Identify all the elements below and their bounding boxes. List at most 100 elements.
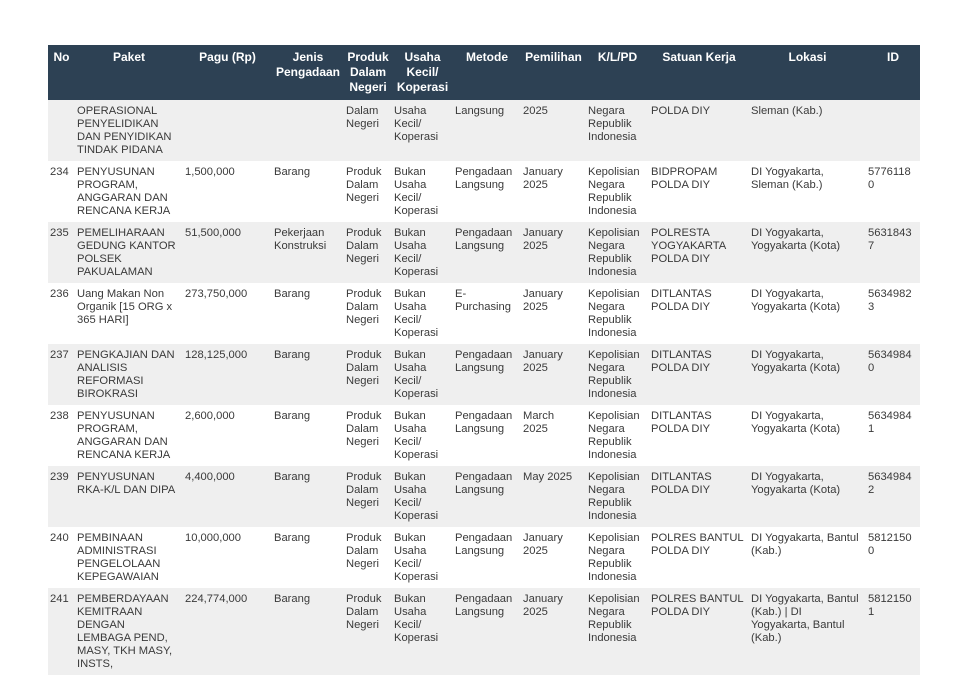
table-cell-usaha-kecil-koperasi: Bukan Usaha Kecil/ Koperasi: [394, 532, 439, 583]
table-row: 235 PEMELIHARAAN GEDUNG KANTOR POLSEK PAK…: [48, 222, 920, 283]
column-header-klpd: K/L/PD: [586, 45, 649, 100]
table-cell-pagu: 128,125,000: [185, 349, 248, 361]
table-cell-metode: Pengadaan Langsung: [455, 227, 513, 252]
table-cell-no: 234: [50, 166, 69, 178]
column-header-pemilihan: Pemilihan: [521, 45, 586, 100]
table-row: 234 PENYUSUNAN PROGRAM, ANGGARAN DAN RENC…: [48, 161, 920, 222]
table-cell-pagu: 224,774,000: [185, 593, 248, 605]
table-cell-pemilihan: January 2025: [523, 288, 563, 313]
table-row: OPERASIONAL PENYELIDIKAN DAN PENYIDIKAN …: [48, 100, 920, 161]
table-cell-satuan-kerja: BIDPROPAM POLDA DIY: [651, 166, 718, 191]
table-cell-pemilihan: January 2025: [523, 593, 563, 618]
table-cell-jenis-pengadaan: Pekerjaan Konstruksi: [274, 227, 327, 252]
table-cell-usaha-kecil-koperasi: Bukan Usaha Kecil/ Koperasi: [394, 593, 439, 644]
table-cell-jenis-pengadaan: [272, 100, 344, 161]
column-header-id: ID: [866, 45, 920, 100]
table-row: 238 PENYUSUNAN PROGRAM, ANGGARAN DAN RENC…: [48, 405, 920, 466]
table-cell-klpd: Kepolisian Negara Republik Indonesia: [588, 532, 640, 583]
table-cell-klpd: Kepolisian Negara Republik Indonesia: [588, 288, 640, 339]
table-cell-id: 56349842: [868, 471, 912, 496]
table-cell-paket: PENYUSUNAN PROGRAM, ANGGARAN DAN RENCANA…: [77, 410, 171, 461]
table-cell-pagu: 10,000,000: [185, 532, 241, 544]
table-cell-id: [866, 100, 920, 161]
table-row: 237 PENGKAJIAN DAN ANALISIS REFORMASI BIR…: [48, 344, 920, 405]
table-cell-id: 56349840: [868, 349, 912, 374]
table-cell-produk-dalam-negeri: Produk Dalam Negeri: [346, 593, 382, 631]
table-cell-no: 238: [50, 410, 69, 422]
table-cell-produk-dalam-negeri: Dalam Negeri: [346, 105, 379, 130]
procurement-table: No Paket Pagu (Rp) Jenis Pengadaan Produk Da…: [48, 45, 920, 675]
table-cell-satuan-kerja: DITLANTAS POLDA DIY: [651, 471, 712, 496]
table-cell-no: 239: [50, 471, 69, 483]
table-cell-no: 241: [50, 593, 69, 605]
table-cell-metode: Pengadaan Langsung: [455, 349, 513, 374]
table-cell-pemilihan: January 2025: [523, 227, 563, 252]
table-cell-produk-dalam-negeri: Produk Dalam Negeri: [346, 227, 382, 265]
table-cell-pemilihan: 2025: [523, 105, 548, 117]
table-cell-metode: Pengadaan Langsung: [455, 166, 513, 191]
table-cell-usaha-kecil-koperasi: Bukan Usaha Kecil/ Koperasi: [394, 471, 439, 522]
table-cell-pemilihan: March 2025: [523, 410, 555, 435]
table-cell-pagu: 1,500,000: [185, 166, 235, 178]
table-cell-usaha-kecil-koperasi: Bukan Usaha Kecil/ Koperasi: [394, 166, 439, 217]
table-row: 240 PEMBINAAN ADMINISTRASI PENGELOLAAN KE…: [48, 527, 920, 588]
table-cell-id: 58121501: [868, 593, 912, 618]
table-cell-satuan-kerja: POLRES BANTUL POLDA DIY: [651, 593, 744, 618]
table-cell-id: 57761180: [868, 166, 911, 191]
table-cell-metode: Pengadaan Langsung: [455, 593, 513, 618]
table-cell-id: 56349823: [868, 288, 912, 313]
table-cell-produk-dalam-negeri: Produk Dalam Negeri: [346, 532, 382, 570]
table-cell-pagu: 2,600,000: [185, 410, 235, 422]
table-cell-paket: PENYUSUNAN PROGRAM, ANGGARAN DAN RENCANA…: [77, 166, 171, 217]
column-header-lokasi: Lokasi: [749, 45, 866, 100]
table-cell-usaha-kecil-koperasi: Bukan Usaha Kecil/ Koperasi: [394, 288, 439, 339]
table-cell-pemilihan: May 2025: [523, 471, 573, 483]
table-cell-satuan-kerja: POLDA DIY: [651, 105, 711, 117]
table-cell-lokasi: DI Yogyakarta, Yogyakarta (Kota): [751, 349, 841, 374]
table-cell-no: [48, 100, 75, 161]
table-cell-pagu: 4,400,000: [185, 471, 235, 483]
table-cell-produk-dalam-negeri: Produk Dalam Negeri: [346, 410, 382, 448]
table-cell-no: 237: [50, 349, 69, 361]
table-cell-lokasi: DI Yogyakarta, Bantul (Kab.) | DI Yogyak…: [751, 593, 859, 644]
table-cell-paket: Uang Makan Non Organik [15 ORG x 365 HAR…: [77, 288, 173, 326]
table-cell-jenis-pengadaan: Barang: [274, 410, 311, 422]
table-cell-usaha-kecil-koperasi: Usaha Kecil/ Koperasi: [394, 105, 439, 143]
table-cell-klpd: Kepolisian Negara Republik Indonesia: [588, 471, 640, 522]
table-cell-no: 235: [50, 227, 69, 239]
column-header-pagu: Pagu (Rp): [183, 45, 272, 100]
table-cell-satuan-kerja: POLRES BANTUL POLDA DIY: [651, 532, 744, 557]
table-cell-id: 56349841: [868, 410, 912, 435]
table-cell-lokasi: DI Yogyakarta, Sleman (Kab.): [751, 166, 824, 191]
column-header-satuan-kerja: Satuan Kerja: [649, 45, 749, 100]
table-cell-pagu: [183, 100, 272, 161]
table-row: 236 Uang Makan Non Organik [15 ORG x 365 …: [48, 283, 920, 344]
column-header-usaha-kecil-koperasi: Usaha Kecil/ Koperasi: [392, 45, 453, 100]
table-cell-metode: Pengadaan Langsung: [455, 471, 513, 496]
column-header-paket: Paket: [75, 45, 183, 100]
table-header-row: No Paket Pagu (Rp) Jenis Pengadaan Produk Da…: [48, 45, 920, 100]
table-cell-lokasi: DI Yogyakarta, Bantul (Kab.): [751, 532, 859, 557]
table-cell-jenis-pengadaan: Barang: [274, 593, 311, 605]
table-cell-klpd: Kepolisian Negara Republik Indonesia: [588, 166, 640, 217]
table-cell-satuan-kerja: DITLANTAS POLDA DIY: [651, 349, 712, 374]
table-cell-paket: PEMELIHARAAN GEDUNG KANTOR POLSEK PAKUAL…: [77, 227, 176, 278]
table-cell-paket: PEMBERDAYAAN KEMITRAAN DENGAN LEMBAGA PE…: [77, 593, 173, 670]
table-body: OPERASIONAL PENYELIDIKAN DAN PENYIDIKAN …: [48, 100, 920, 675]
table-cell-produk-dalam-negeri: Produk Dalam Negeri: [346, 166, 382, 204]
table-cell-lokasi: DI Yogyakarta, Yogyakarta (Kota): [751, 227, 841, 252]
table-cell-jenis-pengadaan: Barang: [274, 288, 311, 300]
column-header-metode: Metode: [453, 45, 521, 100]
table-cell-satuan-kerja: POLRESTA YOGYAKARTA POLDA DIY: [651, 227, 726, 265]
table-cell-usaha-kecil-koperasi: Bukan Usaha Kecil/ Koperasi: [394, 227, 439, 278]
table-cell-klpd: Kepolisian Negara Republik Indonesia: [588, 349, 640, 400]
table-cell-produk-dalam-negeri: Produk Dalam Negeri: [346, 288, 382, 326]
table-cell-metode: Langsung: [455, 105, 505, 117]
table-cell-produk-dalam-negeri: Produk Dalam Negeri: [346, 471, 382, 509]
table-cell-pagu: 273,750,000: [185, 288, 248, 300]
table-cell-usaha-kecil-koperasi: Bukan Usaha Kecil/ Koperasi: [394, 410, 439, 461]
table-cell-satuan-kerja: DITLANTAS POLDA DIY: [651, 288, 712, 313]
table-cell-id: 56318437: [868, 227, 912, 252]
table-cell-metode: Pengadaan Langsung: [455, 532, 513, 557]
table-cell-klpd: Kepolisian Negara Republik Indonesia: [588, 410, 640, 461]
